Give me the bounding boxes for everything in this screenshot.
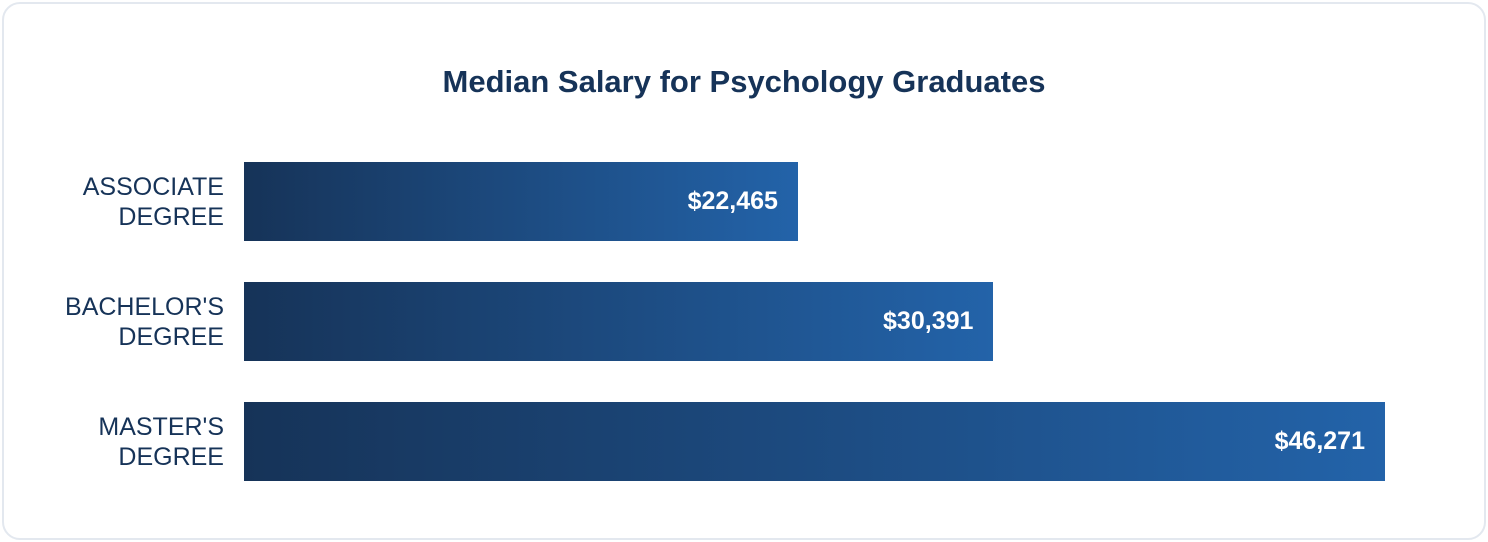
value-label: $30,391 (883, 307, 974, 335)
bar (244, 282, 994, 361)
category-label: ASSOCIATE DEGREE (82, 173, 224, 231)
value-label: $46,271 (1274, 427, 1365, 455)
category-label: BACHELOR'S DEGREE (65, 293, 224, 351)
chart-title: Median Salary for Psychology Graduates (442, 64, 1046, 99)
category-label: MASTER'S DEGREE (98, 413, 224, 471)
bar (244, 162, 798, 241)
bar (244, 402, 1385, 481)
value-label: $22,465 (687, 187, 778, 215)
